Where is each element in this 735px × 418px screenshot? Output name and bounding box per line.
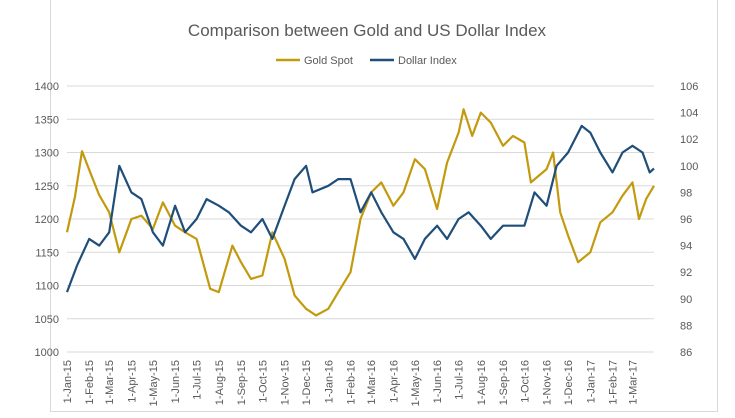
right-tick-label: 100 (680, 161, 698, 173)
right-tick-label: 92 (680, 267, 692, 279)
left-tick-label: 1300 (35, 148, 59, 160)
x-tick-label: 1-Apr-15 (126, 360, 138, 403)
x-tick-label: 1-Sep-15 (236, 360, 248, 405)
x-tick-label: 1-Nov-15 (280, 360, 292, 405)
chart-title: Comparison between Gold and US Dollar In… (188, 21, 547, 40)
x-tick-label: 1-Jan-17 (585, 360, 597, 403)
left-tick-label: 1050 (35, 314, 59, 326)
right-tick-label: 98 (680, 187, 692, 199)
x-tick-label: 1-May-16 (410, 360, 422, 406)
left-tick-label: 1000 (35, 347, 59, 359)
x-tick-label: 1-May-15 (148, 360, 160, 406)
right-axis: 86 88 90 92 94 96 98 100 102 104 106 (680, 81, 698, 359)
x-tick-label: 1-Jul-16 (454, 360, 466, 400)
left-tick-label: 1100 (35, 281, 59, 293)
x-tick-label: 1-Feb-17 (607, 360, 619, 405)
legend-label-gold: Gold Spot (304, 55, 353, 67)
x-tick-label: 1-Aug-16 (476, 360, 488, 405)
x-tick-label: 1-Oct-16 (519, 360, 531, 403)
right-tick-label: 106 (680, 81, 698, 93)
x-tick-label: 1-Jul-15 (192, 360, 204, 400)
right-tick-label: 88 (680, 320, 692, 332)
series-line-dollar-index (65, 124, 655, 293)
x-tick-label: 1-Feb-15 (84, 360, 96, 405)
x-tick-label: 1-Jan-15 (62, 360, 74, 403)
gridlines (67, 85, 654, 353)
x-tick-label: 1-Nov-16 (542, 360, 554, 405)
left-axis: 1000 1050 1100 1150 1200 1250 1300 1350 1400 (35, 81, 59, 359)
x-tick-label: 1-Jan-16 (323, 360, 335, 403)
left-tick-label: 1400 (35, 81, 59, 93)
right-tick-label: 86 (680, 347, 692, 359)
x-tick-label: 1-Sep-16 (498, 360, 510, 405)
left-tick-label: 1150 (35, 247, 59, 259)
left-tick-label: 1250 (35, 181, 59, 193)
left-tick-label: 1200 (35, 214, 59, 226)
x-axis: 1-Jan-15 1-Feb-15 1-Mar-15 1-Apr-15 1-May-15… (62, 360, 640, 406)
left-tick-label: 1350 (35, 114, 59, 126)
x-tick-label: 1-Oct-15 (257, 360, 269, 403)
right-tick-label: 90 (680, 294, 692, 306)
right-tick-label: 94 (680, 241, 692, 253)
x-tick-label: 1-Dec-15 (301, 360, 313, 405)
legend: Gold Spot Dollar Index (276, 55, 457, 67)
x-tick-label: 1-Apr-16 (388, 360, 400, 403)
right-tick-label: 96 (680, 214, 692, 226)
legend-label-dollar: Dollar Index (398, 55, 457, 67)
series-lines (65, 108, 655, 317)
x-tick-label: 1-Aug-15 (214, 360, 226, 405)
right-tick-label: 104 (680, 108, 698, 120)
x-tick-label: 1-Feb-16 (345, 360, 357, 405)
chart-frame (50, 0, 718, 412)
x-tick-label: 1-Jun-16 (432, 360, 444, 403)
x-tick-label: 1-Jun-15 (170, 360, 182, 403)
x-tick-label: 1-Dec-16 (563, 360, 575, 405)
right-tick-label: 102 (680, 134, 698, 146)
x-tick-label: 1-Mar-15 (104, 360, 116, 405)
x-tick-label: 1-Mar-17 (628, 360, 640, 405)
x-tick-label: 1-Mar-16 (366, 360, 378, 405)
